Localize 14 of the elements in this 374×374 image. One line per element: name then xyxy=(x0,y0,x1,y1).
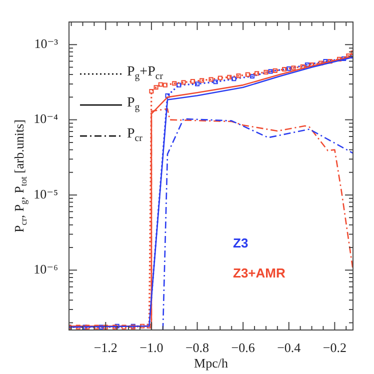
y-tick-label: 10⁻³ xyxy=(34,36,58,52)
x-tick-label: −0.4 xyxy=(277,340,302,356)
x-tick-label: −0.6 xyxy=(231,340,256,356)
y-tick-label: 10⁻⁵ xyxy=(34,186,58,202)
y-tick-label: 10⁻⁶ xyxy=(34,262,58,277)
x-tick-label: −0.2 xyxy=(322,340,346,356)
y-axis-title: Pcr, Pg, Ptot [arb.units] xyxy=(11,120,28,232)
x-axis-title: Mpc/h xyxy=(194,355,228,370)
y-tick-label: 10⁻⁴ xyxy=(34,111,58,126)
x-tick-label: −1.0 xyxy=(140,340,164,356)
x-tick-label: −1.2 xyxy=(94,340,118,356)
x-tick-label: −0.8 xyxy=(185,340,210,356)
annotation: Z3+AMR xyxy=(233,266,286,281)
annotation: Z3 xyxy=(233,236,248,251)
